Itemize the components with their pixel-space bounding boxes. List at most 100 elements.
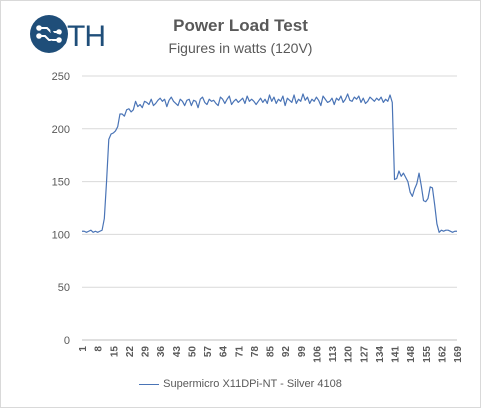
x-tick-label: 15 <box>109 346 120 358</box>
x-tick-label: 71 <box>234 346 245 358</box>
data-point <box>148 104 149 105</box>
data-point <box>378 100 379 101</box>
data-point <box>354 97 355 98</box>
data-point <box>224 103 225 104</box>
series-line <box>82 93 457 233</box>
data-point <box>327 102 328 103</box>
data-point <box>405 177 406 178</box>
data-point <box>260 98 261 99</box>
data-point <box>289 100 290 101</box>
data-point <box>278 99 279 100</box>
data-point <box>410 192 411 193</box>
y-tick-label: 0 <box>64 335 70 347</box>
x-tick-label: 8 <box>94 346 105 352</box>
data-point <box>394 179 395 180</box>
data-point <box>97 232 98 233</box>
data-point <box>398 171 399 172</box>
x-tick-label: 134 <box>375 346 386 363</box>
data-point <box>291 102 292 103</box>
x-tick-label: 148 <box>406 346 417 363</box>
data-point <box>432 187 433 188</box>
data-point <box>280 101 281 102</box>
data-point <box>294 95 295 96</box>
data-point <box>200 99 201 100</box>
data-point <box>111 134 112 135</box>
x-tick-label: 99 <box>297 346 308 358</box>
data-point <box>271 101 272 102</box>
data-point <box>140 104 141 105</box>
data-point <box>144 101 145 102</box>
data-point <box>311 99 312 100</box>
data-point <box>338 100 339 101</box>
data-point <box>106 181 107 182</box>
data-point <box>189 99 190 100</box>
data-point <box>227 99 228 100</box>
data-point <box>175 103 176 104</box>
x-tick-label: 29 <box>141 346 152 358</box>
data-point <box>352 101 353 102</box>
data-point <box>236 99 237 100</box>
legend-label: Supermicro X11DPi-NT - Silver 4108 <box>163 378 342 390</box>
data-point <box>423 200 424 201</box>
data-point <box>439 232 440 233</box>
data-point <box>401 176 402 177</box>
data-point <box>383 102 384 103</box>
data-point <box>160 98 161 99</box>
data-point <box>82 231 83 232</box>
data-point <box>90 230 91 231</box>
data-point <box>131 111 132 112</box>
data-point <box>137 106 138 107</box>
y-tick-label: 100 <box>52 229 70 241</box>
logo-text: STH <box>48 20 106 53</box>
data-point <box>332 98 333 99</box>
data-point <box>419 173 420 174</box>
data-point <box>296 103 297 104</box>
legend-swatch <box>139 383 160 385</box>
data-point <box>169 100 170 101</box>
data-point <box>403 173 404 174</box>
data-point <box>171 97 172 98</box>
x-tick-label: 127 <box>359 346 370 363</box>
x-tick-label: 57 <box>203 346 214 358</box>
x-tick-label: 92 <box>281 346 292 358</box>
data-point <box>153 105 154 106</box>
data-point <box>95 231 96 232</box>
series-layer <box>82 93 458 233</box>
data-point <box>180 99 181 100</box>
data-point <box>229 96 230 97</box>
data-point <box>390 95 391 96</box>
data-point <box>202 97 203 98</box>
data-point <box>309 103 310 104</box>
data-point <box>164 99 165 100</box>
chart-subtitle: Figures in watts (120V) <box>168 40 313 56</box>
data-point <box>215 103 216 104</box>
data-point <box>86 232 87 233</box>
y-tick-label: 200 <box>52 124 70 136</box>
data-point <box>204 102 205 103</box>
data-point <box>302 93 303 94</box>
x-tick-label: 141 <box>391 346 402 363</box>
data-point <box>233 101 234 102</box>
data-point <box>186 100 187 101</box>
data-point <box>365 103 366 104</box>
x-tick-label: 155 <box>422 346 433 363</box>
data-point <box>133 109 134 110</box>
data-point <box>177 105 178 106</box>
data-point <box>191 105 192 106</box>
data-point <box>265 99 266 100</box>
data-point <box>329 101 330 102</box>
data-point <box>146 102 147 103</box>
data-point <box>198 107 199 108</box>
data-point <box>318 100 319 101</box>
data-point <box>285 105 286 106</box>
data-point <box>450 231 451 232</box>
x-tick-label: 169 <box>453 346 464 363</box>
data-point <box>443 231 444 232</box>
data-point <box>457 231 458 232</box>
x-tick-label: 1 <box>78 346 89 352</box>
data-point <box>244 103 245 104</box>
data-point <box>454 231 455 232</box>
data-point <box>334 104 335 105</box>
data-point <box>412 196 413 197</box>
